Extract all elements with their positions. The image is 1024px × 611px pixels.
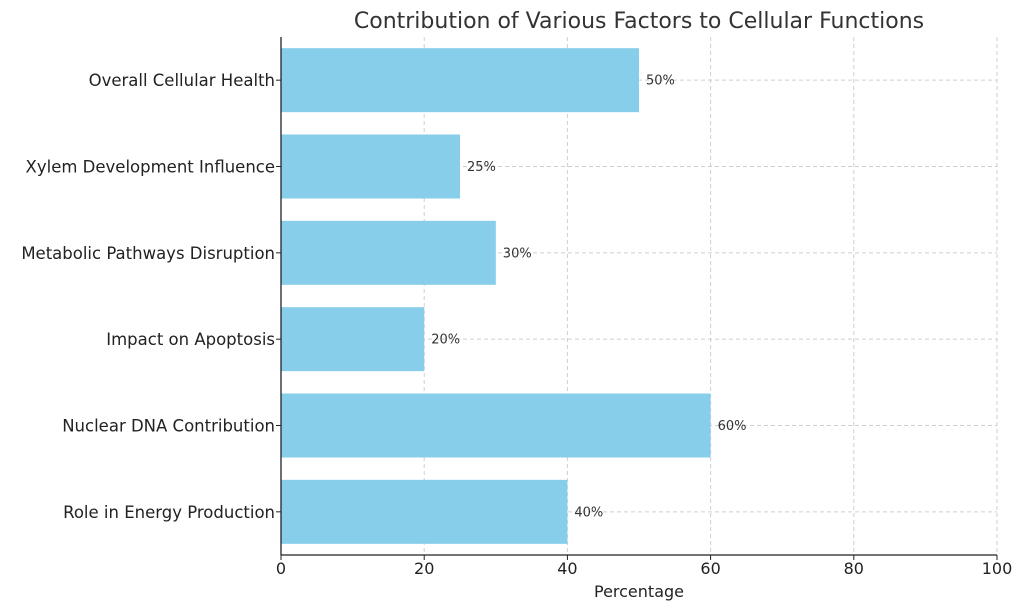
bar-role-in-energy-production <box>281 479 568 544</box>
category-labels: Role in Energy Production Nuclear DNA Con… <box>21 71 281 522</box>
data-label: 20% <box>431 333 460 348</box>
x-tick-label: 20 <box>414 559 434 578</box>
x-axis-title: Percentage <box>594 582 684 601</box>
bars <box>281 48 711 544</box>
category-label: Metabolic Pathways Disruption <box>21 244 275 263</box>
data-label: 25% <box>467 160 496 175</box>
x-tick-label: 0 <box>276 559 286 578</box>
bar-nuclear-dna-contribution <box>281 393 711 458</box>
axes <box>280 37 997 556</box>
category-label: Overall Cellular Health <box>89 71 275 90</box>
bar-impact-on-apoptosis <box>281 307 425 372</box>
x-tick-label: 100 <box>982 559 1013 578</box>
chart-title: Contribution of Various Factors to Cellu… <box>354 9 924 34</box>
x-tick-label: 40 <box>557 559 577 578</box>
data-label: 50% <box>646 74 675 89</box>
data-labels: 40% 60% 20% 30% 25% 50% <box>431 74 746 521</box>
x-axis-ticks: 0 20 40 60 80 100 <box>276 555 1012 578</box>
data-label: 40% <box>574 505 603 520</box>
bar-overall-cellular-health <box>281 48 639 113</box>
x-tick-label: 80 <box>844 559 864 578</box>
data-label: 30% <box>503 246 532 261</box>
bar-xylem-development-influence <box>281 134 460 199</box>
grid-lines <box>281 37 998 555</box>
bar-metabolic-pathways-disruption <box>281 220 496 285</box>
category-label: Impact on Apoptosis <box>106 330 275 349</box>
x-tick-label: 60 <box>700 559 720 578</box>
category-label: Nuclear DNA Contribution <box>62 417 275 436</box>
data-label: 60% <box>718 419 747 434</box>
category-label: Xylem Development Influence <box>26 158 275 177</box>
category-label: Role in Energy Production <box>63 503 275 522</box>
